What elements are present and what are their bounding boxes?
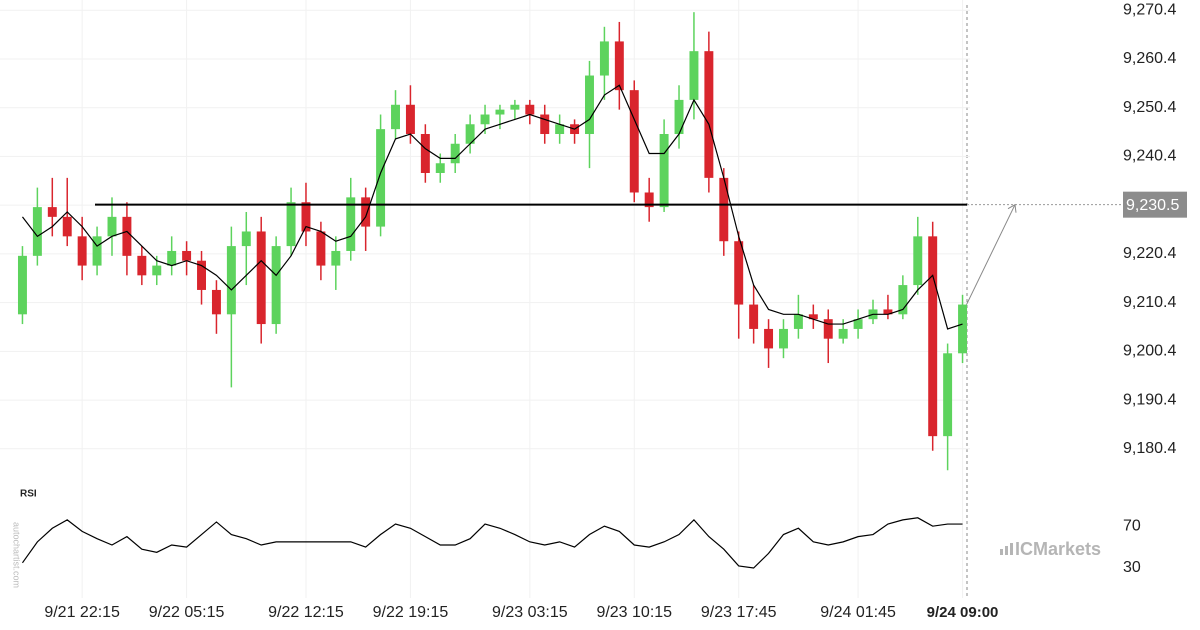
candle-body	[137, 255, 147, 276]
candle-body	[405, 104, 415, 135]
x-tick-label: 9/23 03:15	[492, 604, 568, 621]
candle-body	[734, 241, 744, 305]
rsi-tick-label: 30	[1123, 559, 1141, 576]
forecast-arrow	[966, 204, 1016, 305]
candle-body	[674, 99, 684, 135]
forecast-arrow-head	[1007, 203, 1017, 213]
candle-body	[779, 328, 788, 349]
watermark-logo	[1000, 543, 1013, 555]
candle-body	[853, 319, 863, 329]
candle-body	[525, 104, 535, 115]
candle-body	[361, 197, 371, 227]
y-tick-label: 9,250.4	[1123, 99, 1176, 116]
candle-body	[510, 104, 520, 110]
candle-body	[928, 236, 938, 437]
x-tick-label: 9/23 10:15	[596, 604, 672, 621]
candle-body	[211, 289, 221, 315]
target-label: 9,230.5	[1126, 197, 1179, 214]
candle-body	[197, 260, 206, 290]
moving-average	[21, 84, 963, 330]
candle-body	[749, 304, 759, 329]
candle-body	[659, 134, 669, 208]
x-tick-label: 9/22 19:15	[373, 604, 449, 621]
candle-body	[958, 304, 968, 354]
candle-body	[182, 250, 192, 261]
candle-body	[689, 51, 699, 100]
candle-body	[823, 319, 833, 339]
x-tick-label: 9/21 22:15	[44, 604, 120, 621]
candle-body	[226, 246, 236, 315]
candle-body	[331, 250, 341, 266]
candle-body	[346, 197, 356, 251]
source: autochartist.com	[12, 522, 22, 588]
candle-body	[286, 202, 296, 247]
candle-body	[883, 309, 893, 315]
target-label-box	[1123, 191, 1187, 218]
y-tick-label: 9,200.4	[1123, 343, 1176, 360]
candle-body	[435, 163, 445, 173]
x-tick-label: 9/22 12:15	[268, 604, 344, 621]
y-tick-label: 9,180.4	[1123, 440, 1176, 457]
candle-body	[480, 114, 490, 125]
candle-body	[241, 231, 251, 247]
candle-body	[92, 236, 102, 266]
y-tick-label: 9,260.4	[1123, 50, 1176, 67]
candle-body	[793, 314, 803, 329]
candle-body	[301, 202, 311, 232]
candle-body	[391, 104, 400, 130]
candle-body	[719, 177, 729, 242]
candle-body	[450, 143, 460, 164]
x-tick-label: 9/24 01:45	[820, 604, 896, 621]
candle-body	[152, 265, 162, 276]
candle-body	[122, 216, 132, 256]
candle-body	[838, 328, 848, 339]
candle-body	[62, 216, 72, 237]
candle-body	[629, 90, 639, 193]
candle-body	[540, 114, 550, 135]
candle-body	[585, 75, 594, 135]
candle-body	[107, 216, 117, 237]
candle-body	[465, 124, 475, 144]
candle-body	[704, 51, 714, 178]
candle-body	[943, 353, 953, 437]
candle-body	[32, 207, 42, 256]
rsi-tick-label: 70	[1123, 517, 1141, 534]
x-tick-label: 9/23 17:45	[701, 604, 777, 621]
candle-body	[495, 109, 505, 115]
candle-body	[376, 129, 386, 227]
candle-body	[764, 328, 774, 349]
candle-body	[77, 236, 87, 266]
y-tick-label: 9,220.4	[1123, 245, 1176, 262]
y-tick-label: 9,210.4	[1123, 294, 1176, 311]
candle-body	[555, 124, 565, 135]
rsi-line	[21, 517, 963, 569]
y-tick-label: 9,190.4	[1123, 391, 1176, 408]
y-tick-label: 9,240.4	[1123, 148, 1176, 165]
candle-body	[898, 285, 908, 315]
candle-body	[256, 231, 266, 325]
watermark: ICMarkets	[1015, 539, 1101, 559]
candle-body	[17, 255, 27, 315]
candle-body	[316, 231, 326, 266]
candle-body	[644, 192, 654, 208]
candle-body	[420, 134, 430, 173]
rsi-label: RSI	[20, 489, 37, 500]
candle-body	[599, 41, 609, 76]
x-tick-label: 9/22 05:15	[149, 604, 225, 621]
candle-body	[808, 314, 818, 320]
candle-body	[167, 250, 177, 266]
y-tick-label: 9,270.4	[1123, 1, 1176, 18]
candle-body	[47, 207, 57, 217]
candle-body	[271, 246, 281, 325]
candle-body	[614, 41, 624, 91]
candle-body	[913, 236, 923, 286]
x-tick-label: 9/24 09:00	[927, 604, 999, 621]
